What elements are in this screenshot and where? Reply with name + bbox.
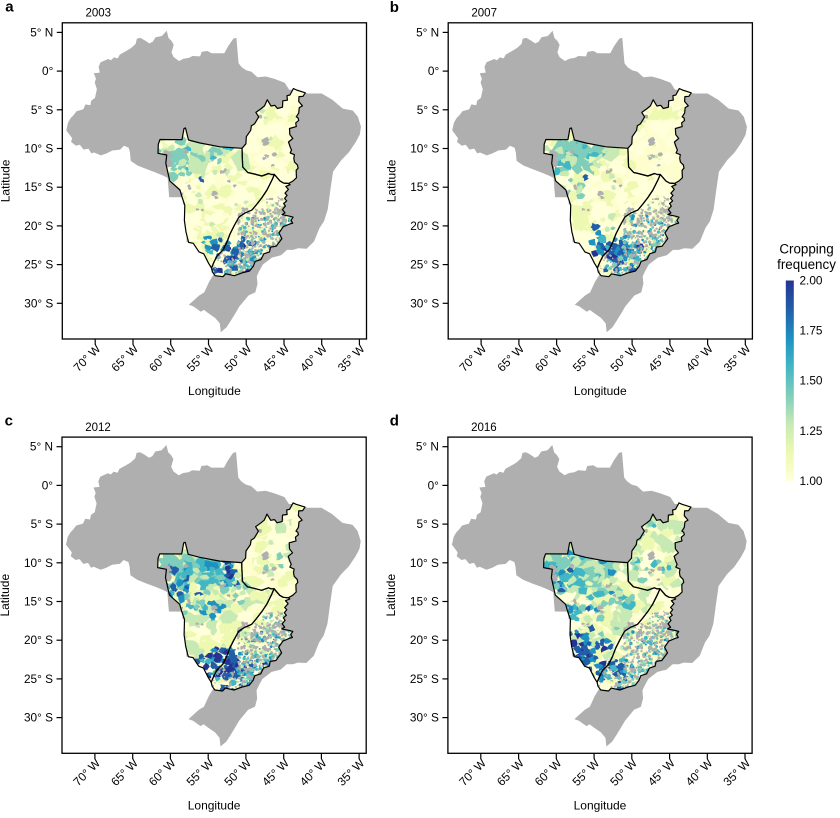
svg-text:0°: 0° [428, 64, 440, 78]
svg-text:1.25: 1.25 [800, 424, 823, 438]
svg-text:0°: 0° [42, 64, 54, 78]
svg-text:5° S: 5° S [417, 103, 440, 117]
svg-text:frequency: frequency [777, 257, 836, 272]
svg-text:1.75: 1.75 [800, 324, 823, 338]
svg-text:5° N: 5° N [416, 440, 439, 454]
svg-text:25° S: 25° S [410, 672, 439, 686]
svg-text:30° S: 30° S [24, 711, 53, 725]
svg-text:1.00: 1.00 [800, 474, 823, 488]
svg-text:2003: 2003 [86, 7, 112, 19]
svg-text:5° S: 5° S [31, 517, 54, 531]
svg-text:Latitude: Latitude [384, 574, 398, 617]
svg-text:5° N: 5° N [416, 25, 439, 39]
svg-text:15° S: 15° S [24, 595, 53, 609]
svg-text:2012: 2012 [85, 422, 111, 434]
svg-text:25° S: 25° S [410, 258, 439, 272]
svg-text:20° S: 20° S [410, 633, 439, 647]
svg-text:25° S: 25° S [24, 672, 53, 686]
svg-text:10° S: 10° S [410, 556, 439, 570]
svg-text:c: c [5, 412, 13, 429]
svg-text:10° S: 10° S [24, 556, 53, 570]
svg-text:b: b [390, 0, 399, 16]
svg-text:30° S: 30° S [410, 296, 439, 310]
svg-text:Longitude: Longitude [188, 384, 241, 398]
svg-text:Latitude: Latitude [0, 574, 12, 617]
svg-text:15° S: 15° S [24, 180, 53, 194]
svg-text:1.50: 1.50 [800, 374, 823, 388]
svg-text:Latitude: Latitude [0, 159, 13, 202]
svg-text:2007: 2007 [471, 7, 497, 19]
svg-text:2.00: 2.00 [800, 274, 823, 288]
svg-text:0°: 0° [428, 478, 440, 492]
svg-text:Latitude: Latitude [384, 159, 398, 202]
svg-text:Longitude: Longitude [574, 384, 627, 398]
svg-text:5° N: 5° N [30, 440, 53, 454]
svg-text:5° S: 5° S [416, 517, 439, 531]
svg-text:20° S: 20° S [24, 633, 53, 647]
svg-text:25° S: 25° S [24, 258, 53, 272]
svg-text:d: d [390, 412, 399, 429]
svg-text:5° N: 5° N [30, 25, 53, 39]
svg-text:15° S: 15° S [410, 595, 439, 609]
svg-text:20° S: 20° S [24, 219, 53, 233]
svg-text:30° S: 30° S [24, 296, 53, 310]
svg-text:15° S: 15° S [410, 180, 439, 194]
svg-text:Cropping: Cropping [779, 242, 833, 257]
svg-text:10° S: 10° S [410, 142, 439, 156]
svg-text:Longitude: Longitude [188, 798, 241, 812]
svg-text:Longitude: Longitude [574, 798, 627, 812]
svg-text:a: a [5, 0, 14, 16]
svg-text:10° S: 10° S [24, 142, 53, 156]
svg-text:30° S: 30° S [410, 711, 439, 725]
svg-text:5° S: 5° S [31, 103, 54, 117]
svg-text:2016: 2016 [471, 422, 497, 434]
svg-text:0°: 0° [42, 478, 54, 492]
svg-text:20° S: 20° S [410, 219, 439, 233]
